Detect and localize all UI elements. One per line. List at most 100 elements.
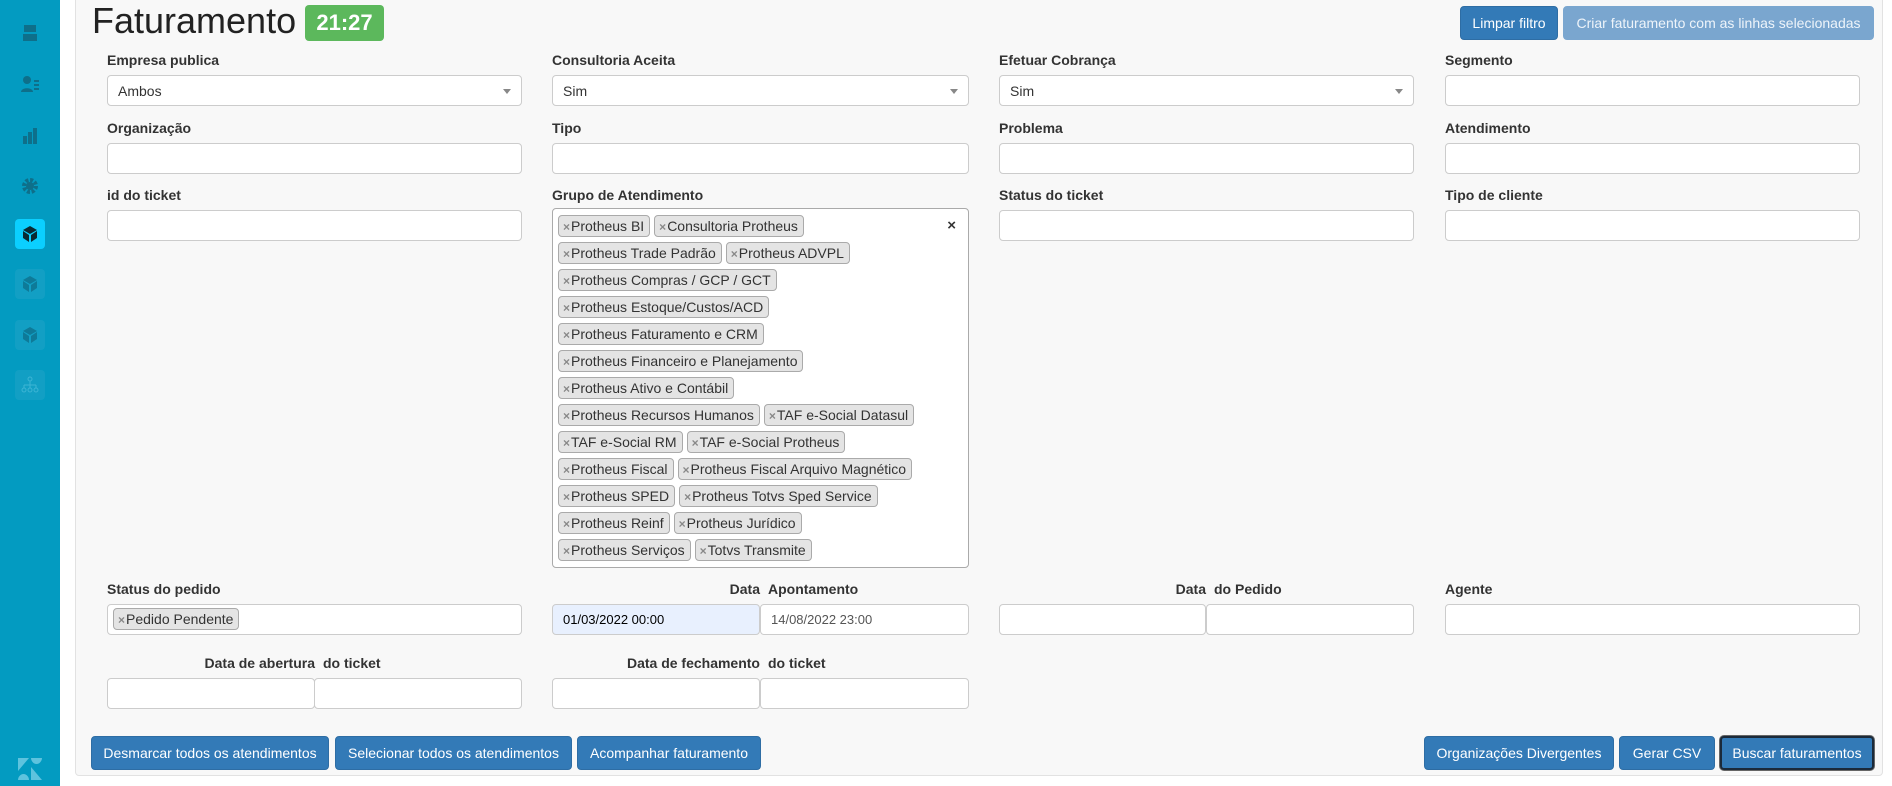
- empresa-publica-label: Empresa publica: [107, 52, 220, 68]
- remove-tag-icon[interactable]: ×: [684, 490, 692, 504]
- remove-tag-icon[interactable]: ×: [563, 328, 571, 342]
- atendimento-input[interactable]: [1445, 143, 1860, 174]
- clear-filter-button[interactable]: Limpar filtro: [1460, 6, 1558, 40]
- empresa-publica-select[interactable]: Ambos: [107, 75, 522, 106]
- tag-label: TAF e-Social Datasul: [776, 407, 909, 423]
- timer-badge: 21:27: [305, 5, 384, 41]
- consultoria-aceita-select[interactable]: Sim: [552, 75, 969, 106]
- tag-label: Protheus Faturamento e CRM: [571, 326, 758, 342]
- divergent-orgs-button[interactable]: Organizações Divergentes: [1424, 736, 1614, 770]
- selected-value: Sim: [563, 82, 588, 99]
- data-apontamento-from[interactable]: [552, 604, 760, 635]
- remove-tag-icon[interactable]: ×: [691, 436, 699, 450]
- grupo-atendimento-multiselect[interactable]: × ×Protheus BI ×Consultoria Protheus ×Prot…: [552, 208, 969, 568]
- remove-tag-icon[interactable]: ×: [682, 463, 690, 477]
- remove-tag-icon[interactable]: ×: [768, 409, 776, 423]
- remove-tag-icon[interactable]: ×: [563, 220, 571, 234]
- data-apontamento-label2: Apontamento: [768, 581, 859, 597]
- tag-label: Protheus Financeiro e Planejamento: [571, 353, 798, 369]
- sidebar-item-reports[interactable]: [15, 121, 45, 151]
- tag-label: Consultoria Protheus: [667, 218, 798, 234]
- select-all-button[interactable]: Selecionar todos os atendimentos: [335, 736, 572, 770]
- organizacao-label: Organização: [107, 120, 192, 136]
- cube-app-icon: [23, 276, 37, 292]
- status-pedido-label: Status do pedido: [107, 581, 221, 597]
- selected-tag: ×Protheus Recursos Humanos: [558, 404, 760, 426]
- sidebar-item-gear[interactable]: [15, 171, 45, 201]
- search-billing-button[interactable]: Buscar faturamentos: [1720, 736, 1874, 770]
- data-abertura-from[interactable]: [107, 678, 315, 709]
- remove-tag-icon[interactable]: ×: [699, 544, 707, 558]
- remove-tag-icon[interactable]: ×: [563, 463, 571, 477]
- selected-tag: ×Protheus Faturamento e CRM: [558, 323, 764, 345]
- tag-label: Protheus Reinf: [571, 515, 664, 531]
- tag-label: Protheus ADVPL: [738, 245, 844, 261]
- remove-tag-icon[interactable]: ×: [563, 436, 571, 450]
- selected-tag: ×Protheus Totvs Sped Service: [679, 485, 878, 507]
- data-pedido-label2: do Pedido: [1214, 581, 1282, 597]
- status-ticket-input[interactable]: [999, 210, 1414, 241]
- tag-label: Protheus Ativo e Contábil: [571, 380, 729, 396]
- sidebar-item-contacts[interactable]: [15, 69, 45, 99]
- track-billing-button[interactable]: Acompanhar faturamento: [577, 736, 761, 770]
- main-panel: [75, 0, 1883, 776]
- selected-tag: ×Protheus Reinf: [558, 512, 670, 534]
- selected-tag: ×TAF e-Social Datasul: [763, 404, 915, 426]
- contacts-icon: [21, 76, 39, 92]
- segmento-label: Segmento: [1445, 52, 1513, 68]
- selected-tag: ×Protheus Compras / GCP / GCT: [558, 269, 777, 291]
- generate-csv-button[interactable]: Gerar CSV: [1619, 736, 1715, 770]
- remove-tag-icon[interactable]: ×: [563, 544, 571, 558]
- remove-tag-icon[interactable]: ×: [118, 613, 126, 627]
- id-ticket-input[interactable]: [107, 210, 522, 241]
- cube-app-icon: [23, 327, 37, 343]
- sidebar-item-cube-app[interactable]: [15, 269, 45, 299]
- deselect-all-button[interactable]: Desmarcar todos os atendimentos: [91, 736, 329, 770]
- create-billing-button[interactable]: Criar faturamento com as linhas selecion…: [1563, 6, 1874, 40]
- sidebar-item-cube-app[interactable]: [15, 219, 45, 249]
- agente-input[interactable]: [1445, 604, 1860, 635]
- tipo-cliente-input[interactable]: [1445, 210, 1860, 241]
- tipo-label: Tipo: [552, 120, 582, 136]
- data-fechamento-label2: do ticket: [768, 655, 826, 671]
- remove-tag-icon[interactable]: ×: [563, 490, 571, 504]
- data-pedido-to[interactable]: [1206, 604, 1414, 635]
- organizacao-input[interactable]: [107, 143, 522, 174]
- tag-label: Protheus Trade Padrão: [571, 245, 716, 261]
- remove-tag-icon[interactable]: ×: [678, 517, 686, 531]
- clear-all-icon[interactable]: ×: [947, 217, 956, 234]
- remove-tag-icon[interactable]: ×: [563, 301, 571, 315]
- sidebar-item-inbox[interactable]: [15, 18, 45, 48]
- sidebar-item-org-chart[interactable]: [15, 370, 45, 400]
- remove-tag-icon[interactable]: ×: [563, 409, 571, 423]
- status-pedido-multiselect[interactable]: ×Pedido Pendente: [107, 604, 522, 635]
- tag-label: Protheus SPED: [571, 488, 670, 504]
- data-fechamento-from[interactable]: [552, 678, 760, 709]
- remove-tag-icon[interactable]: ×: [563, 274, 571, 288]
- org-chart-icon: [21, 376, 39, 393]
- remove-tag-icon[interactable]: ×: [730, 247, 738, 261]
- remove-tag-icon[interactable]: ×: [563, 355, 571, 369]
- efetuar-cobranca-select[interactable]: Sim: [999, 75, 1414, 106]
- data-pedido-from[interactable]: [999, 604, 1206, 635]
- sidebar-item-cube-app[interactable]: [15, 320, 45, 350]
- remove-tag-icon[interactable]: ×: [563, 247, 571, 261]
- remove-tag-icon[interactable]: ×: [563, 517, 571, 531]
- data-abertura-label1: Data de abertura: [204, 655, 315, 671]
- remove-tag-icon[interactable]: ×: [563, 382, 571, 396]
- tag-label: Protheus Totvs Sped Service: [692, 488, 872, 504]
- segmento-input[interactable]: [1445, 75, 1860, 106]
- data-pedido-label1: Data: [1175, 581, 1206, 597]
- problema-input[interactable]: [999, 143, 1414, 174]
- data-apontamento-to[interactable]: [760, 604, 969, 635]
- tag-label: Protheus Fiscal Arquivo Magnético: [690, 461, 907, 477]
- tag-label: Pedido Pendente: [126, 611, 234, 627]
- tipo-cliente-label: Tipo de cliente: [1445, 187, 1543, 203]
- data-abertura-to[interactable]: [314, 678, 522, 709]
- tag-label: Protheus BI: [571, 218, 645, 234]
- tipo-input[interactable]: [552, 143, 969, 174]
- data-fechamento-to[interactable]: [760, 678, 969, 709]
- remove-tag-icon[interactable]: ×: [659, 220, 667, 234]
- sidebar: [0, 0, 60, 786]
- selected-tag: ×Protheus ADVPL: [725, 242, 850, 264]
